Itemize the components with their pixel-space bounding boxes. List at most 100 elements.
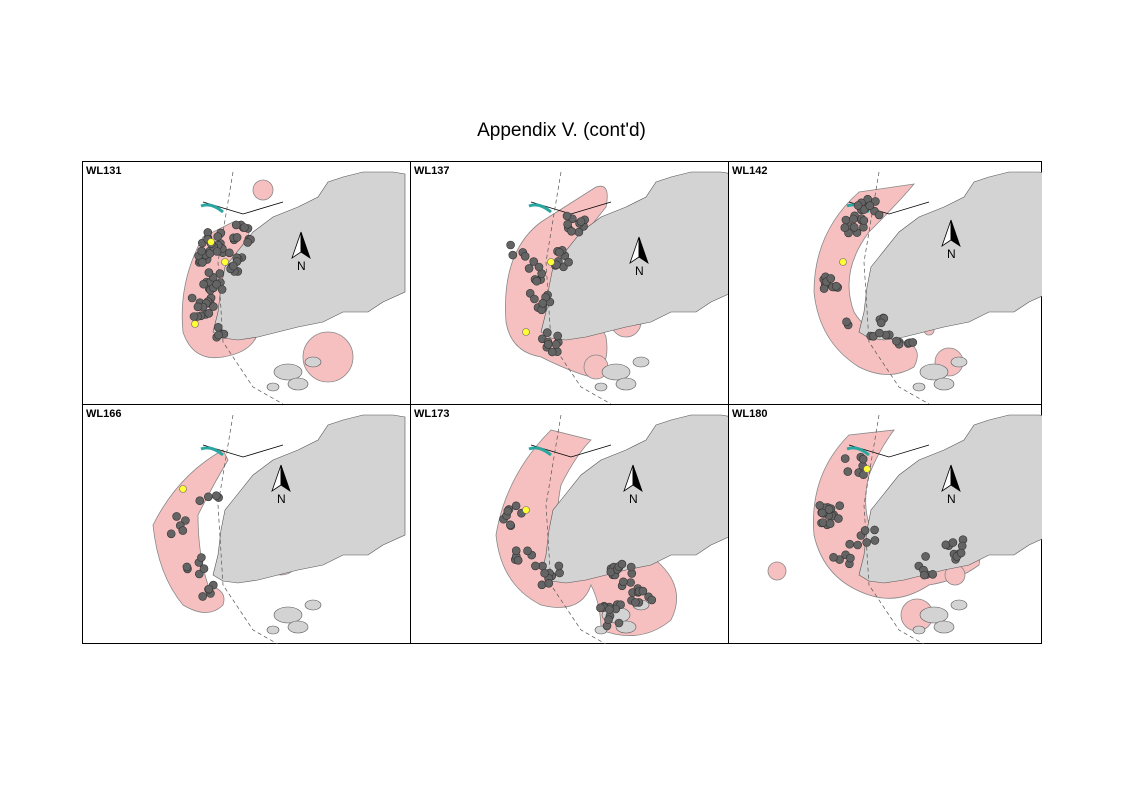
island bbox=[919, 606, 949, 624]
map-wl180 bbox=[767, 414, 1042, 644]
location-point bbox=[815, 501, 825, 510]
location-point bbox=[638, 586, 648, 596]
river-feature bbox=[528, 203, 552, 214]
location-point bbox=[596, 603, 605, 613]
home-range-polygon bbox=[813, 183, 918, 375]
location-point bbox=[553, 331, 562, 341]
location-point bbox=[214, 330, 223, 340]
location-point bbox=[874, 210, 884, 220]
river-feature bbox=[846, 446, 870, 457]
location-point bbox=[204, 584, 214, 594]
north-arrow-icon bbox=[638, 236, 649, 264]
mainland-landmass bbox=[858, 414, 1042, 584]
location-point bbox=[865, 201, 875, 211]
dashed-boundary bbox=[217, 171, 284, 404]
location-point bbox=[631, 598, 640, 607]
location-point bbox=[524, 264, 534, 273]
highlight-point bbox=[522, 506, 530, 514]
panel-label: WL142 bbox=[732, 165, 768, 177]
north-arrow-icon bbox=[300, 231, 311, 259]
mainland-landmass bbox=[858, 171, 1042, 341]
location-point bbox=[920, 570, 929, 580]
island bbox=[287, 377, 309, 391]
location-point bbox=[835, 501, 844, 510]
location-point bbox=[551, 340, 561, 349]
location-point bbox=[534, 262, 544, 272]
location-point bbox=[189, 312, 199, 321]
location-point bbox=[576, 217, 586, 226]
north-label: N bbox=[277, 492, 286, 506]
location-point bbox=[604, 615, 613, 624]
location-point bbox=[506, 520, 515, 530]
river-feature bbox=[528, 446, 552, 457]
location-point bbox=[605, 605, 614, 614]
location-point bbox=[626, 562, 636, 572]
location-point bbox=[842, 317, 851, 327]
location-point bbox=[520, 252, 530, 261]
location-point bbox=[850, 223, 859, 232]
location-point bbox=[172, 512, 181, 521]
map-wl173 bbox=[495, 414, 728, 644]
location-point bbox=[554, 561, 564, 571]
location-point bbox=[197, 246, 206, 256]
location-point bbox=[859, 470, 868, 479]
location-point bbox=[841, 215, 851, 225]
location-point bbox=[860, 526, 870, 535]
location-point bbox=[846, 553, 855, 563]
home-range-patch bbox=[252, 179, 274, 201]
home-range-patch bbox=[302, 331, 354, 383]
location-point bbox=[562, 211, 572, 221]
location-point bbox=[647, 595, 657, 605]
location-point bbox=[243, 238, 252, 247]
location-point bbox=[197, 553, 206, 562]
location-point bbox=[957, 541, 967, 551]
island bbox=[304, 356, 322, 368]
location-point bbox=[555, 568, 564, 578]
island bbox=[266, 625, 280, 635]
panel-label: WL131 bbox=[86, 165, 122, 177]
location-point bbox=[182, 562, 192, 572]
location-point bbox=[840, 223, 850, 232]
north-arrow-icon bbox=[280, 464, 291, 492]
location-point bbox=[538, 561, 547, 571]
highlight-point bbox=[221, 258, 229, 266]
location-point bbox=[845, 539, 854, 549]
highlight-point bbox=[547, 258, 555, 266]
highlight-point bbox=[522, 328, 530, 336]
location-point bbox=[859, 216, 869, 225]
island bbox=[273, 606, 303, 624]
location-point bbox=[212, 279, 221, 289]
location-point bbox=[563, 219, 572, 229]
location-point bbox=[543, 328, 552, 337]
location-point bbox=[531, 561, 540, 571]
location-point bbox=[858, 454, 868, 464]
location-point bbox=[825, 519, 835, 528]
north-label: N bbox=[297, 259, 306, 273]
location-point bbox=[829, 553, 838, 562]
location-point bbox=[511, 546, 521, 555]
location-point bbox=[523, 546, 532, 556]
north-arrow-icon bbox=[632, 464, 643, 492]
location-point bbox=[195, 496, 205, 505]
location-point bbox=[538, 299, 547, 308]
map-panel-wl180: WL180 N bbox=[729, 405, 1042, 644]
location-point bbox=[240, 223, 249, 232]
dashed-boundary bbox=[217, 414, 279, 644]
location-point bbox=[614, 618, 624, 628]
island bbox=[950, 599, 968, 611]
island bbox=[273, 363, 303, 381]
location-point bbox=[503, 506, 513, 516]
island bbox=[266, 382, 280, 392]
mainland-landmass bbox=[212, 414, 406, 584]
panel-divider bbox=[728, 162, 729, 643]
location-point bbox=[875, 328, 884, 338]
island bbox=[919, 363, 949, 381]
location-point bbox=[225, 248, 234, 258]
location-point bbox=[834, 514, 843, 523]
location-point bbox=[231, 220, 241, 230]
location-point bbox=[574, 227, 584, 237]
location-point bbox=[547, 347, 557, 357]
location-point bbox=[948, 538, 958, 547]
location-point bbox=[626, 578, 635, 587]
location-point bbox=[941, 540, 951, 550]
